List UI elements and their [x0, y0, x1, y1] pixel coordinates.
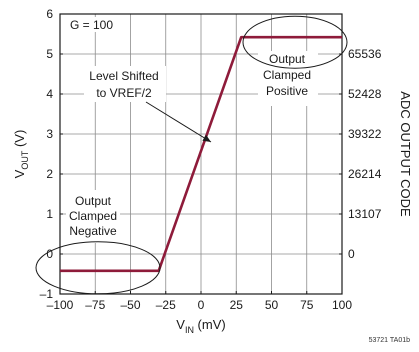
y2-tick-label: 13107 [348, 207, 382, 221]
x-tick-label: –25 [156, 298, 176, 312]
clamp-negative-label: Negative [69, 224, 117, 238]
x-axis-title: VIN (mV) [176, 317, 225, 335]
clamp-positive-label: Positive [266, 84, 308, 98]
series-line [60, 35, 342, 273]
y2-tick-label: 26214 [348, 167, 382, 181]
y-tick-label: 3 [46, 127, 53, 141]
y-tick-label: –1 [40, 287, 54, 301]
y-tick-label: 6 [46, 7, 53, 21]
level-shift-arrow-head [202, 134, 211, 142]
clamp-negative-label: Output [75, 194, 112, 208]
y-tick-label: 5 [46, 47, 53, 61]
x-tick-label: 75 [300, 298, 314, 312]
y2-tick-label: 52428 [348, 87, 382, 101]
level-shift-arrow-line [145, 101, 212, 143]
x-tick-label: –50 [120, 298, 140, 312]
x-tick-label: 25 [230, 298, 244, 312]
figure-id: 53721 TA01b [369, 337, 410, 344]
annotation-bg [84, 66, 166, 102]
y2-tick-label: 65536 [348, 47, 382, 61]
y2-axis-title: ADC OUTPUT CODE [398, 91, 413, 217]
clamp-positive-ellipse [242, 15, 348, 69]
x-tick-label: 100 [332, 298, 352, 312]
plot-frame [59, 13, 343, 295]
y-tick-label: 4 [46, 87, 53, 101]
y-tick-label: 0 [46, 247, 53, 261]
annotation-bg [65, 17, 125, 32]
clamp-negative-label: Clamped [69, 209, 117, 223]
x-tick-label: 50 [265, 298, 279, 312]
y-tick-label: 1 [46, 207, 53, 221]
series-layer [60, 35, 342, 273]
x-tick-label: –75 [85, 298, 105, 312]
level-shift-label: Level Shifted [89, 69, 158, 83]
annotation-bg [66, 190, 120, 243]
y2-tick-label: 0 [348, 247, 355, 261]
clamp-positive-label: Output [269, 52, 306, 66]
clamp-positive-label: Clamped [263, 68, 311, 82]
y-axis-title: VOUT (V) [12, 130, 30, 179]
annotation-bg [258, 51, 318, 106]
level-shift-label: to VREF/2 [96, 86, 152, 100]
x-tick-label: 0 [198, 298, 205, 312]
y-tick-label: 2 [46, 167, 53, 181]
x-tick-label: –100 [47, 298, 74, 312]
clamp-negative-ellipse [35, 241, 161, 295]
tick-layer: –100 –75 –50 –25 0 25 50 75 100 –1 0 1 2 3 4 5 6 0 13107 26… [40, 7, 382, 312]
title-layer: VIN (mV) VOUT (V) ADC OUTPUT CODE 53721 TA0… [12, 91, 413, 344]
y2-tick-label: 39322 [348, 127, 382, 141]
gain-label: G = 100 [70, 18, 113, 32]
